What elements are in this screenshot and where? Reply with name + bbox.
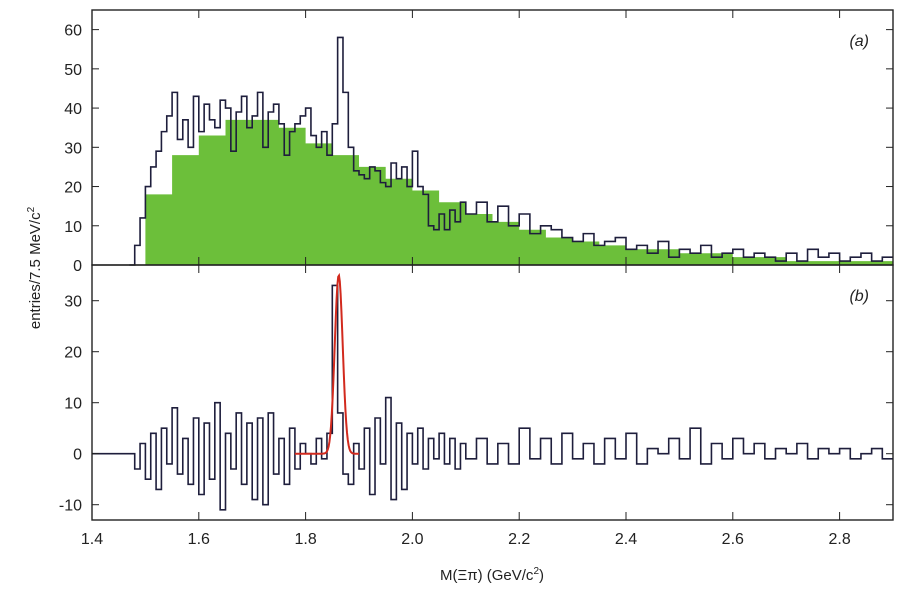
y-tick-label-a: 50 bbox=[64, 62, 82, 79]
y-tick-label-a: 10 bbox=[64, 219, 82, 236]
y-axis-label-main: entries/7.5 MeV/c bbox=[27, 212, 44, 329]
y-tick-label-b: 0 bbox=[73, 447, 82, 464]
y-tick-label-a: 20 bbox=[64, 180, 82, 197]
background-fill-area bbox=[129, 119, 893, 265]
y-tick-label-b: 20 bbox=[64, 345, 82, 362]
x-tick-label: 1.4 bbox=[81, 531, 103, 548]
x-axis-label-main: M(Ξπ) (GeV/c bbox=[440, 567, 534, 584]
gaussian-fit-curve bbox=[294, 272, 359, 455]
x-tick-label: 2.2 bbox=[508, 531, 530, 548]
y-axis-label: entries/7.5 MeV/c2 bbox=[26, 206, 44, 329]
y-tick-label-b: -10 bbox=[59, 498, 82, 515]
x-tick-label: 2.8 bbox=[828, 531, 850, 548]
panel-a: 0 10 20 30 40 50 60 (a) bbox=[64, 9, 894, 275]
x-tick-label: 2.4 bbox=[615, 531, 637, 548]
x-tick-label: 1.8 bbox=[294, 531, 316, 548]
x-axis-label-end: ) bbox=[539, 567, 544, 584]
x-axis-label-sup: 2 bbox=[533, 566, 539, 577]
x-tick-label: 1.6 bbox=[188, 531, 210, 548]
x-axis-label: M(Ξπ) (GeV/c2) bbox=[440, 566, 544, 584]
y-tick-label-b: 10 bbox=[64, 396, 82, 413]
x-tick-label: 2.6 bbox=[722, 531, 744, 548]
y-tick-label-a: 0 bbox=[73, 258, 82, 275]
data-histogram-line-a bbox=[129, 36, 893, 266]
data-histogram-line-b bbox=[92, 284, 893, 511]
y-tick-label-a: 30 bbox=[64, 140, 82, 157]
plot-frame-b bbox=[91, 264, 894, 521]
panel-label-b: (b) bbox=[849, 288, 869, 305]
y-tick-label-b: 30 bbox=[64, 294, 82, 311]
y-tick-label-a: 40 bbox=[64, 101, 82, 118]
panel-b: -10 0 10 20 30 1.4 1.6 1.8 2.0 2.2 2.4 2.6 2.8 (b) bbox=[59, 264, 894, 548]
y-tick-label-a: 60 bbox=[64, 23, 82, 40]
y-axis-label-sup: 2 bbox=[26, 206, 37, 212]
x-tick-label: 2.0 bbox=[401, 531, 423, 548]
panel-label-a: (a) bbox=[849, 33, 869, 50]
